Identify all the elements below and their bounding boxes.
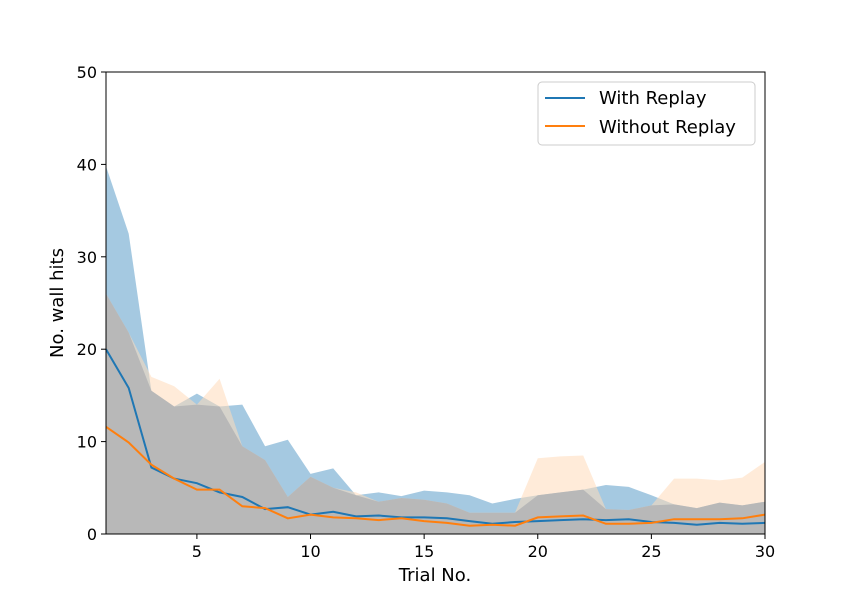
- band-overlap: [106, 293, 765, 534]
- y-tick-label: 30: [77, 248, 97, 267]
- line-without-replay: [105, 425, 766, 527]
- plot-frame: [105, 71, 766, 535]
- x-tick-label: 20: [528, 542, 548, 561]
- x-tick-label: 30: [755, 542, 775, 561]
- axes: 5 10 15 20 25 30 0 10 20 30 40 50: [77, 63, 776, 561]
- series-lines: [105, 348, 766, 527]
- y-tick-label: 10: [77, 433, 97, 452]
- x-tick-label: 25: [641, 542, 661, 561]
- legend-label-with-replay: With Replay: [599, 88, 707, 109]
- legend: With Replay Without Replay: [537, 81, 756, 146]
- y-tick-label: 50: [77, 63, 97, 82]
- confidence-bands: [106, 166, 765, 534]
- x-tick-label: 5: [192, 542, 202, 561]
- x-tick-label: 15: [414, 542, 434, 561]
- y-tick-label: 40: [77, 155, 97, 174]
- y-tick-label: 20: [77, 340, 97, 359]
- x-tick-label: 10: [300, 542, 320, 561]
- legend-box: [537, 81, 756, 146]
- x-axis-label: Trial No.: [398, 565, 471, 586]
- y-axis-label: No. wall hits: [47, 248, 68, 358]
- y-tick-label: 0: [87, 525, 97, 544]
- legend-label-without-replay: Without Replay: [599, 117, 736, 138]
